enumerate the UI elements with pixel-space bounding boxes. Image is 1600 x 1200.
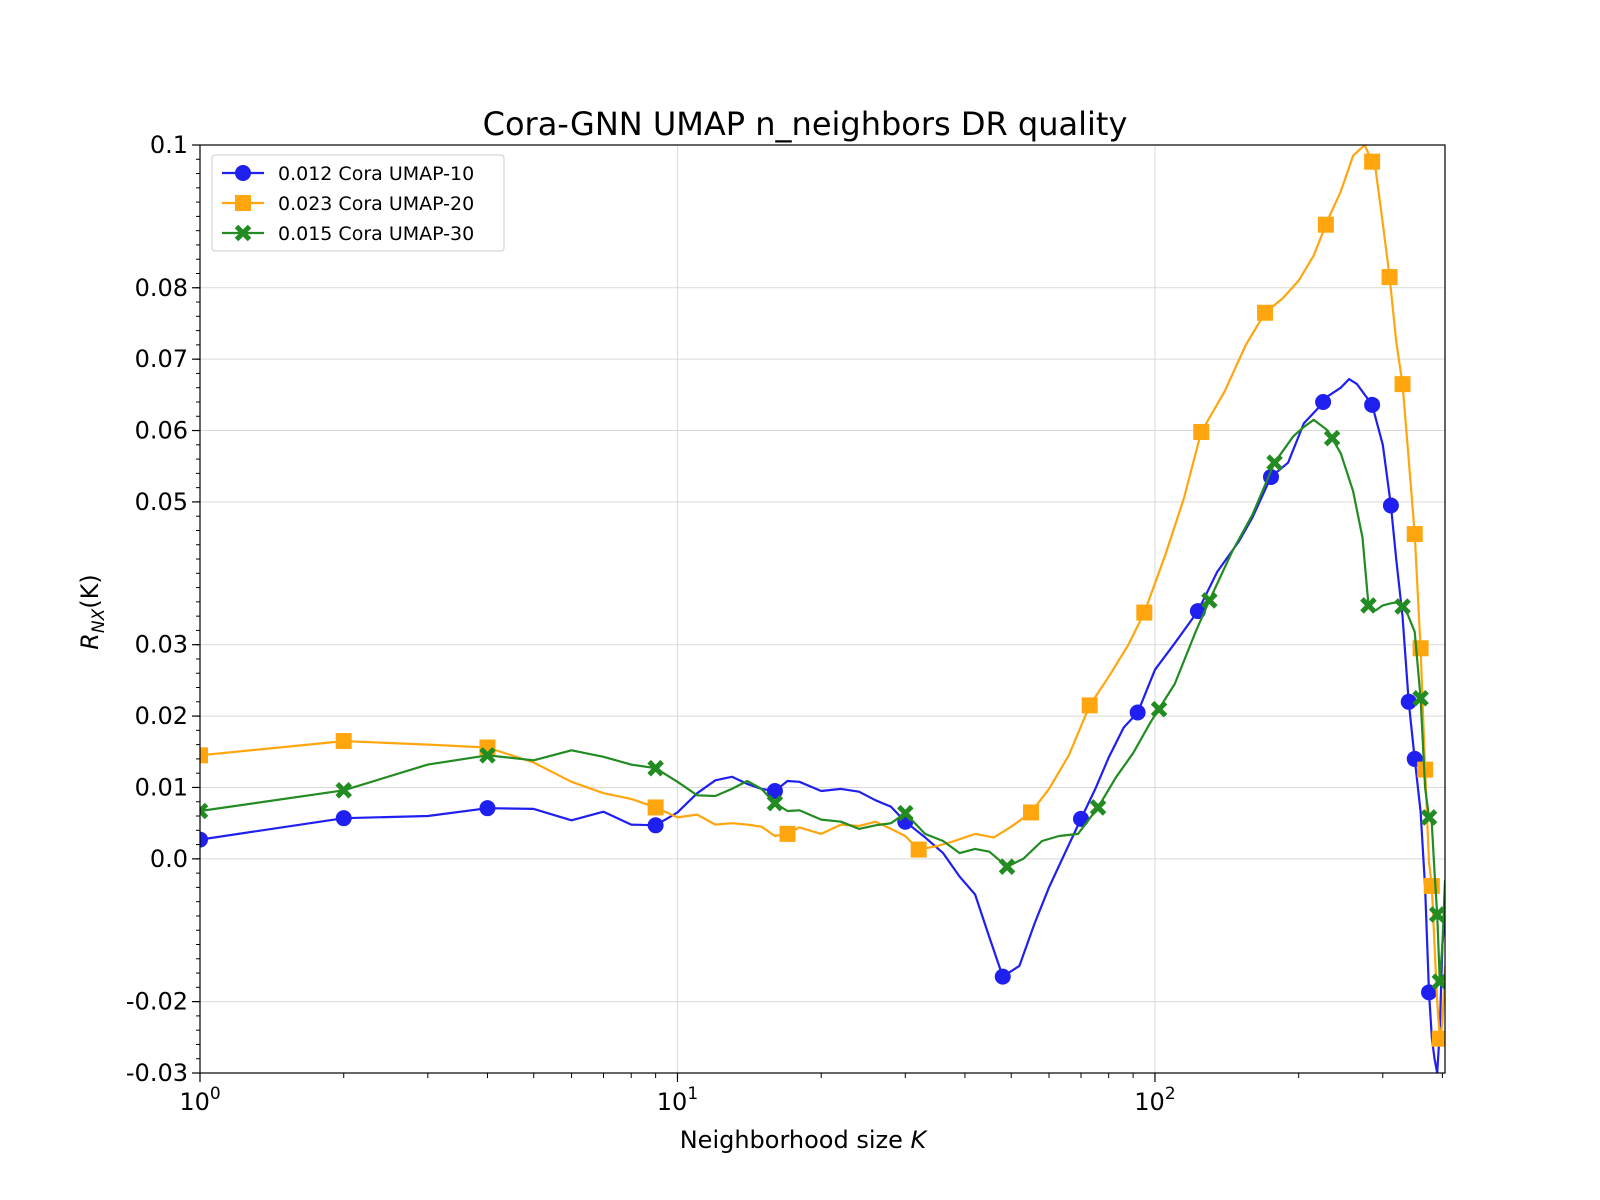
data-point	[200, 802, 209, 820]
y-tick-label: -0.03	[126, 1059, 188, 1087]
y-tick-label: 0.08	[135, 274, 188, 302]
data-point	[1421, 984, 1438, 1001]
data-point	[1323, 429, 1341, 447]
data-point	[1081, 697, 1098, 714]
legend-label: 0.012 Cora UMAP-10	[278, 163, 474, 185]
grid	[199, 144, 1445, 1074]
data-point	[647, 799, 664, 816]
data-point	[1420, 809, 1438, 826]
data-point	[1072, 810, 1089, 827]
data-point	[994, 968, 1011, 985]
y-tick-label: 0.02	[135, 702, 188, 730]
legend-marker	[235, 165, 251, 181]
series-3	[200, 418, 1445, 990]
data-point	[998, 858, 1016, 875]
data-point	[766, 794, 784, 812]
legend-box	[211, 154, 505, 252]
data-point	[1412, 689, 1429, 707]
series-line	[200, 145, 1445, 1040]
data-point	[1360, 597, 1377, 614]
chart-title: Cora-GNN UMAP n_neighbors DR quality	[483, 105, 1128, 143]
data-point	[647, 817, 664, 834]
data-point	[200, 831, 208, 848]
x-axis-label: Neighborhood size K	[680, 1126, 929, 1154]
data-point	[1136, 604, 1153, 621]
data-point	[1431, 1030, 1445, 1047]
data-point	[479, 800, 496, 817]
y-tick-label: 0.06	[135, 417, 188, 445]
y-tick-label: 0.03	[135, 631, 188, 659]
series-1	[200, 378, 1445, 1073]
data-point	[200, 747, 208, 764]
legend-label: 0.015 Cora UMAP-30	[278, 223, 474, 245]
y-tick-label: 0.07	[135, 345, 188, 373]
plot-frame	[199, 144, 1446, 1074]
data-point	[1193, 423, 1210, 440]
data-point	[647, 759, 664, 777]
tick-layer: 0.1 0.08 0.07 0.06 0.05 0.03 0.02 0.01 0.0 -0.02 -…	[126, 131, 1443, 1116]
data-point	[1256, 304, 1273, 321]
data-point	[1317, 216, 1334, 233]
y-tick-label: 0.0	[150, 845, 188, 873]
data-point	[1400, 693, 1417, 710]
data-point	[335, 810, 352, 827]
data-point	[1201, 592, 1218, 609]
y-tick-label: 0.1	[150, 131, 188, 159]
data-point	[766, 783, 783, 800]
x-tick-label: 101	[657, 1084, 698, 1116]
legend-marker	[234, 224, 252, 242]
data-point	[1129, 704, 1146, 721]
data-point	[1382, 497, 1399, 514]
data-point	[1364, 396, 1381, 413]
series-layer	[200, 145, 1445, 1073]
y-tick-label: -0.02	[126, 988, 188, 1016]
y-tick-label: 0.05	[135, 488, 188, 516]
data-point	[1394, 376, 1411, 393]
data-point	[1394, 598, 1411, 615]
data-point	[479, 747, 496, 764]
data-point	[1150, 700, 1168, 718]
data-point	[910, 841, 927, 858]
y-tick-label: 0.01	[135, 773, 188, 801]
data-point	[1364, 153, 1381, 170]
data-point	[1428, 906, 1445, 923]
data-point	[1089, 799, 1107, 816]
series-line	[200, 378, 1445, 1073]
data-point	[1381, 269, 1398, 286]
series-2	[200, 145, 1445, 1047]
data-point	[335, 733, 352, 750]
x-tick-label: 100	[179, 1084, 220, 1116]
data-point	[1423, 877, 1440, 894]
data-point	[1022, 804, 1039, 821]
data-point	[779, 825, 796, 842]
legend-label: 0.023 Cora UMAP-20	[278, 193, 474, 215]
data-point	[335, 782, 353, 799]
legend: 0.012 Cora UMAP-10 0.023 Cora UMAP-20 0.01…	[211, 154, 505, 252]
data-point	[1406, 526, 1423, 543]
y-axis-label: RNX(K)	[76, 574, 109, 650]
data-point	[1431, 973, 1445, 990]
data-point	[1266, 454, 1283, 471]
data-point	[1315, 393, 1332, 410]
legend-marker	[235, 195, 251, 211]
x-tick-label: 102	[1134, 1084, 1175, 1116]
data-point	[897, 804, 914, 822]
